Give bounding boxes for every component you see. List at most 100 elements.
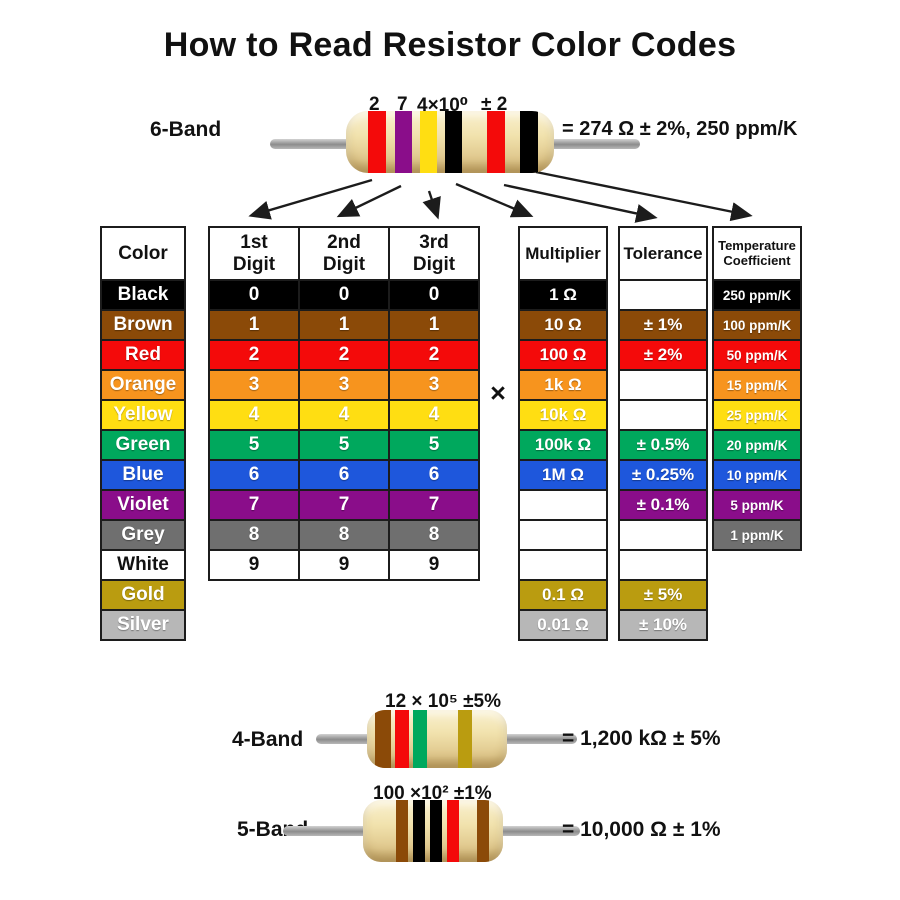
- cell-brown-tempco: 100 ppm/K: [712, 309, 802, 341]
- cell-gold-name: Gold: [100, 579, 186, 611]
- six-band-lead-right: [540, 139, 640, 149]
- cell-black-multiplier: 1 Ω: [518, 279, 608, 311]
- five-band-resistor-body: [363, 800, 503, 862]
- cell-yellow-tolerance: [618, 399, 708, 431]
- header-temperature-coefficient: Temperature Coefficient: [712, 226, 802, 281]
- cell-yellow-name: Yellow: [100, 399, 186, 431]
- cell-white-digit: 9: [298, 549, 390, 581]
- column-temperature-coefficient: Temperature Coefficient 250 ppm/K 100 ppm…: [712, 226, 802, 551]
- cell-brown-name: Brown: [100, 309, 186, 341]
- band-2-black: [413, 800, 425, 862]
- cell-orange-digit: 3: [388, 369, 480, 401]
- column-color: Color Black Brown Red Orange Yellow Green Blue…: [100, 226, 186, 641]
- band-2-red: [395, 710, 409, 768]
- header-multiplier: Multiplier: [518, 226, 608, 281]
- cell-orange-tolerance: [618, 369, 708, 401]
- header-color: Color: [100, 226, 186, 281]
- cell-grey-digit: 8: [298, 519, 390, 551]
- cell-orange-digit: 3: [298, 369, 390, 401]
- header-tolerance: Tolerance: [618, 226, 708, 281]
- column-multiplier: Multiplier 1 Ω 10 Ω 100 Ω 1k Ω 10k Ω 100k Ω 1M…: [518, 226, 608, 641]
- cell-yellow-digit: 4: [208, 399, 300, 431]
- cell-gold-tolerance: ± 5%: [618, 579, 708, 611]
- cell-blue-multiplier: 1M Ω: [518, 459, 608, 491]
- cell-yellow-multiplier: 10k Ω: [518, 399, 608, 431]
- cell-brown-digit: 1: [388, 309, 480, 341]
- cell-red-digit: 2: [208, 339, 300, 371]
- band-4-black: [445, 111, 462, 173]
- cell-violet-multiplier: [518, 489, 608, 521]
- cell-gold-multiplier: 0.1 Ω: [518, 579, 608, 611]
- cell-blue-digit: 6: [388, 459, 480, 491]
- band-5-brown: [477, 800, 489, 862]
- band-6-black: [520, 111, 538, 173]
- column-tolerance: Tolerance ± 1% ± 2% ± 0.5% ± 0.25% ± 0.1% ± 5…: [618, 226, 708, 641]
- cell-black-tempco: 250 ppm/K: [712, 279, 802, 311]
- cell-violet-name: Violet: [100, 489, 186, 521]
- band-3-yellow: [420, 111, 437, 173]
- cell-orange-digit: 3: [208, 369, 300, 401]
- cell-black-tolerance: [618, 279, 708, 311]
- four-band-resistor-body: [367, 710, 507, 768]
- cell-orange-name: Orange: [100, 369, 186, 401]
- cell-white-digit: 9: [208, 549, 300, 581]
- six-band-lead-left: [270, 139, 360, 149]
- band-4-gold: [458, 710, 472, 768]
- cell-red-name: Red: [100, 339, 186, 371]
- band-3-black: [430, 800, 442, 862]
- cell-red-digit: 2: [298, 339, 390, 371]
- cell-black-digit: 0: [208, 279, 300, 311]
- header-1st-digit: 1st Digit: [208, 226, 300, 281]
- page-title: How to Read Resistor Color Codes: [163, 26, 737, 64]
- cell-violet-tempco: 5 ppm/K: [712, 489, 802, 521]
- cell-red-digit: 2: [388, 339, 480, 371]
- cell-blue-tempco: 10 ppm/K: [712, 459, 802, 491]
- cell-blue-tolerance: ± 0.25%: [618, 459, 708, 491]
- cell-red-tolerance: ± 2%: [618, 339, 708, 371]
- cell-brown-digit: 1: [208, 309, 300, 341]
- cell-white-name: White: [100, 549, 186, 581]
- cell-white-multiplier: [518, 549, 608, 581]
- five-band-lead-right: [496, 826, 580, 836]
- six-band-resistor-body: [346, 111, 554, 173]
- cell-violet-digit: 7: [208, 489, 300, 521]
- band-3-green: [413, 710, 427, 768]
- cell-brown-digit: 1: [298, 309, 390, 341]
- cell-violet-tolerance: ± 0.1%: [618, 489, 708, 521]
- cell-green-digit: 5: [298, 429, 390, 461]
- cell-silver-tolerance: ± 10%: [618, 609, 708, 641]
- six-band-label: 6-Band: [150, 118, 222, 141]
- cell-green-tolerance: ± 0.5%: [618, 429, 708, 461]
- cell-red-multiplier: 100 Ω: [518, 339, 608, 371]
- header-3rd-digit: 3rd Digit: [388, 226, 480, 281]
- band-1-brown: [375, 710, 391, 768]
- cell-grey-multiplier: [518, 519, 608, 551]
- cell-silver-multiplier: 0.01 Ω: [518, 609, 608, 641]
- cell-black-name: Black: [100, 279, 186, 311]
- cell-violet-digit: 7: [388, 489, 480, 521]
- six-band-ann-digit2: 7: [397, 94, 408, 115]
- four-band-label: 4-Band: [232, 728, 304, 751]
- header-2nd-digit: 2nd Digit: [298, 226, 390, 281]
- band-2-violet: [395, 111, 412, 173]
- cell-grey-digit: 8: [388, 519, 480, 551]
- cell-blue-name: Blue: [100, 459, 186, 491]
- cell-green-multiplier: 100k Ω: [518, 429, 608, 461]
- cell-brown-multiplier: 10 Ω: [518, 309, 608, 341]
- six-band-ann-tolerance: ± 2: [481, 94, 508, 115]
- six-band-ann-multiplier: 4×10⁰: [417, 95, 469, 116]
- band-4-red: [447, 800, 459, 862]
- four-band-lead-left: [316, 734, 376, 744]
- four-band-annotation: 12 × 10⁵ ±5%: [385, 691, 502, 712]
- cell-green-digit: 5: [388, 429, 480, 461]
- six-band-result: = 274 Ω ± 2%, 250 ppm/K: [562, 118, 798, 140]
- four-band-lead-right: [500, 734, 577, 744]
- cell-brown-tolerance: ± 1%: [618, 309, 708, 341]
- cell-blue-digit: 6: [208, 459, 300, 491]
- six-band-ann-digit1: 2: [369, 94, 380, 115]
- cell-black-digit: 0: [298, 279, 390, 311]
- cell-red-tempco: 50 ppm/K: [712, 339, 802, 371]
